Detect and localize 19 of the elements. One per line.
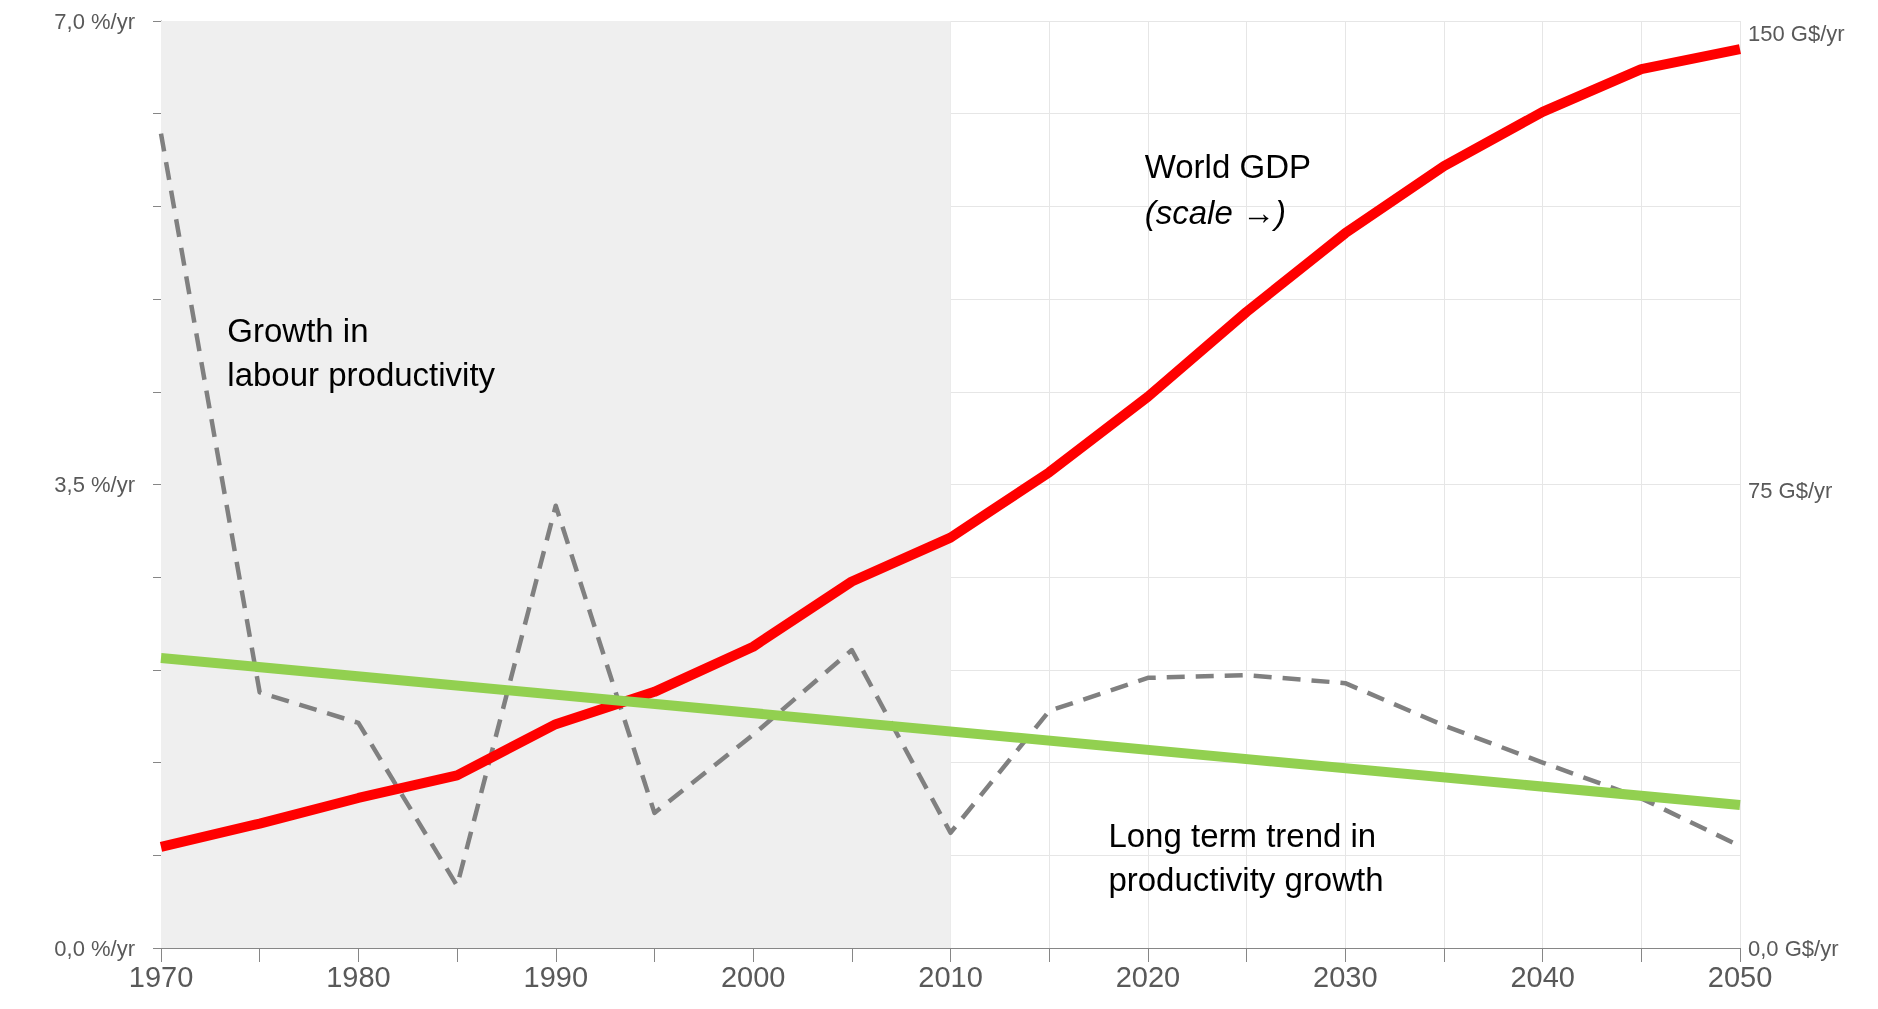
series-label: Growth in labour productivity bbox=[227, 311, 496, 393]
y-tick-label: 3,5 %/yr bbox=[54, 472, 135, 497]
y-tick-label: 0,0 %/yr bbox=[54, 935, 135, 961]
series-label: Long term trend in productivity growth bbox=[1108, 817, 1384, 899]
series-label: World GDP bbox=[1144, 147, 1311, 185]
x-tick-label: 2020 bbox=[1115, 960, 1181, 993]
x-tick-label: 2000 bbox=[720, 960, 786, 993]
y2-tick-label: 0,0 G$/yr bbox=[1748, 935, 1839, 961]
x-tick-label: 2030 bbox=[1312, 960, 1378, 993]
x-tick-label: 1990 bbox=[523, 960, 589, 993]
annotation: (scale →) bbox=[1144, 194, 1286, 232]
y-tick-label: 7,0 %/yr bbox=[54, 8, 135, 34]
x-tick-label: 1970 bbox=[128, 960, 194, 993]
x-tick-label: 1980 bbox=[326, 960, 391, 993]
x-tick-label: 2040 bbox=[1510, 960, 1575, 993]
x-tick-label: 2010 bbox=[918, 960, 983, 993]
y2-tick-label: 75 G$/yr bbox=[1748, 478, 1833, 504]
y2-tick-label: 150 G$/yr bbox=[1748, 20, 1845, 46]
x-tick-label: 2050 bbox=[1707, 960, 1773, 993]
